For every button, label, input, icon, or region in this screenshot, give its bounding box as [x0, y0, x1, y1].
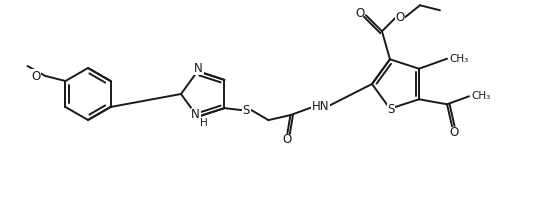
Text: O: O [356, 7, 365, 20]
Text: O: O [283, 133, 292, 146]
Text: O: O [31, 69, 41, 82]
Text: CH₃: CH₃ [471, 91, 490, 101]
Text: CH₃: CH₃ [449, 54, 469, 64]
Text: O: O [395, 11, 405, 24]
Text: O: O [449, 126, 459, 139]
Text: N: N [194, 62, 203, 75]
Text: N: N [191, 108, 200, 121]
Text: S: S [387, 103, 394, 116]
Text: HN: HN [312, 100, 329, 113]
Text: H: H [199, 118, 207, 128]
Text: S: S [243, 104, 250, 117]
